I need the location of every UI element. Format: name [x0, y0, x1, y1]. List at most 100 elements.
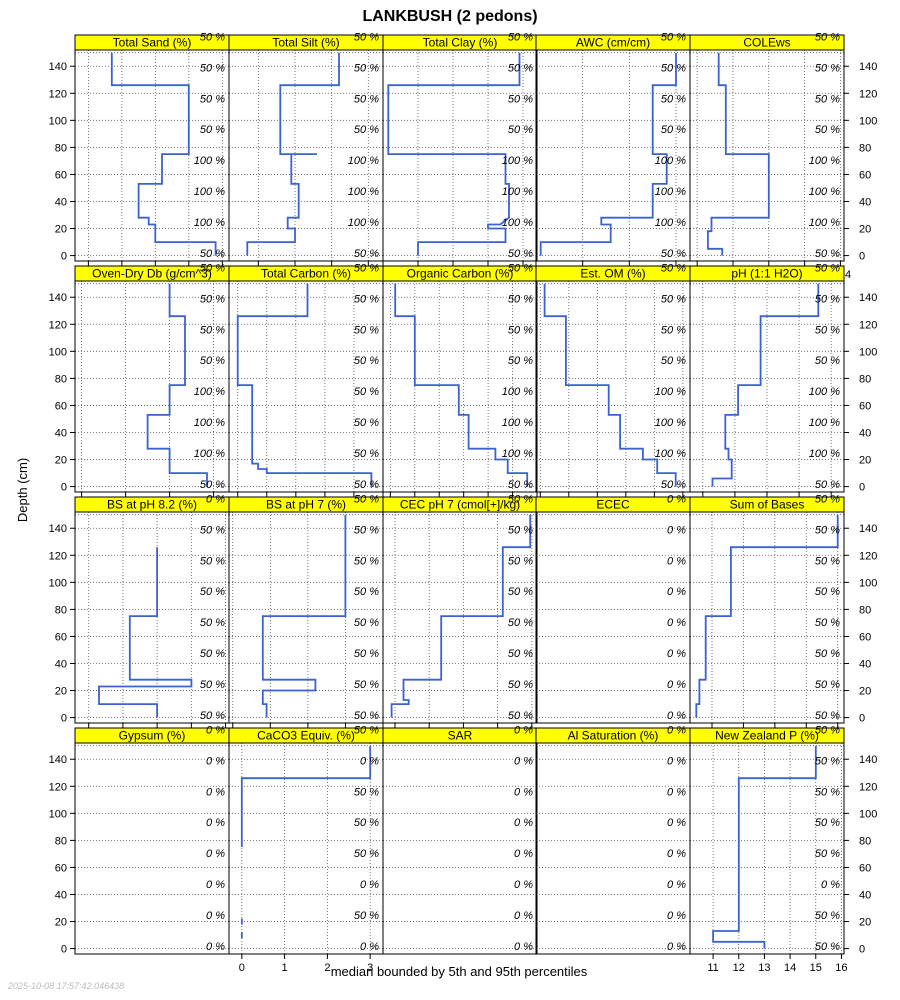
percent-annotation: 0 % — [206, 786, 225, 798]
panel-title: pH (1:1 H2O) — [731, 267, 802, 281]
y-tick-label: 60 — [859, 169, 871, 181]
y-tick-label: 0 — [61, 713, 67, 725]
panel-19: New Zealand P (%)50 %50 %0 %50 %50 %50 %… — [689, 724, 877, 974]
median-line — [390, 514, 532, 718]
percent-annotation: 0 % — [667, 524, 686, 536]
percent-annotation: 100 % — [502, 417, 533, 429]
percent-annotation: 0 % — [514, 817, 533, 829]
percent-annotation: 50 % — [815, 248, 840, 260]
percent-annotation: 50 % — [661, 124, 686, 136]
panel-8: Est. OM (%) 50 % 100 % 100 % 100 % 50 % 50 % 50… — [535, 262, 691, 512]
percent-annotation: 50 % — [200, 293, 225, 305]
y-tick-label: 140 — [859, 523, 877, 535]
y-tick-label: 40 — [55, 658, 67, 670]
percent-annotation: 50 % — [661, 62, 686, 74]
y-tick-label: 40 — [55, 889, 67, 901]
percent-annotation: 50 % — [354, 417, 379, 429]
percent-annotation: 0 % — [667, 879, 686, 891]
y-tick-label: 120 — [49, 319, 67, 331]
percent-annotation: 0 % — [206, 879, 225, 891]
median-line — [246, 52, 340, 256]
percent-annotation: 100 % — [348, 217, 379, 229]
percent-annotation: 50 % — [354, 62, 379, 74]
panel-title: CaCO3 Equiv. (%) — [257, 729, 355, 743]
percent-annotation: 0 % — [206, 493, 225, 505]
y-tick-label: 120 — [859, 781, 877, 793]
panel-title: BS at pH 8.2 (%) — [107, 498, 197, 512]
percent-annotation: 50 % — [508, 524, 533, 536]
y-tick-label: 60 — [55, 400, 67, 412]
percent-annotation: 50 % — [200, 93, 225, 105]
percent-annotation: 50 % — [354, 293, 379, 305]
percent-annotation: 50 % — [354, 31, 379, 43]
median-line — [236, 283, 373, 487]
panel-10: BS at pH 8.2 (%)50 %50 %50 %50 %50 %50 %… — [49, 493, 232, 743]
y-tick-label: 40 — [859, 427, 871, 439]
x-tick-label: 11 — [707, 962, 718, 974]
y-tick-label: 0 — [61, 251, 67, 263]
y-tick-label: 140 — [859, 754, 877, 766]
median-line — [712, 745, 817, 949]
x-tick-label: 3 — [367, 962, 373, 974]
percent-annotation: 0 % — [821, 879, 840, 891]
median-line — [240, 745, 372, 848]
percent-annotation: 50 % — [354, 786, 379, 798]
percent-annotation: 50 % — [661, 293, 686, 305]
percent-annotation: 100 % — [655, 448, 686, 460]
y-tick-label: 140 — [49, 523, 67, 535]
percent-annotation: 50 % — [200, 262, 225, 274]
percent-annotation: 50 % — [815, 124, 840, 136]
x-tick-label: 1 — [282, 962, 288, 974]
percent-annotation: 50 % — [354, 493, 379, 505]
percent-annotation: 50 % — [661, 248, 686, 260]
percent-annotation: 100 % — [809, 386, 840, 398]
percent-annotation: 50 % — [815, 355, 840, 367]
y-tick-label: 80 — [55, 373, 67, 385]
percent-annotation: 50 % — [508, 248, 533, 260]
y-tick-label: 120 — [49, 550, 67, 562]
panel-frame — [382, 280, 538, 493]
y-tick-label: 100 — [49, 115, 67, 127]
percent-annotation: 50 % — [354, 262, 379, 274]
figure-title: LANKBUSH (2 pedons) — [362, 8, 537, 25]
panel-16: CaCO3 Equiv. (%) 0 % 50 % 0 % 50 % 50 % 50 % 0 … — [228, 724, 384, 974]
percent-annotation: 50 % — [508, 479, 533, 491]
percent-annotation: 0 % — [514, 879, 533, 891]
x-tick-label: 13 — [758, 962, 770, 974]
percent-annotation: 0 % — [514, 941, 533, 953]
y-tick-label: 100 — [49, 577, 67, 589]
panel-0: Total Sand (%) 50 % 100 % 100 % 100 % 50 % 50 … — [49, 31, 230, 281]
y-tick-label: 80 — [859, 835, 871, 847]
percent-annotation: 50 % — [815, 31, 840, 43]
percent-annotation: 50 % — [354, 555, 379, 567]
percent-annotation: 0 % — [667, 679, 686, 691]
y-tick-label: 140 — [49, 754, 67, 766]
panel-5: Oven-Dry Db (g/cm^3)50 %100 %100 %100 %5… — [49, 262, 230, 512]
median-line — [707, 52, 770, 256]
percent-annotation: 100 % — [194, 217, 225, 229]
percent-annotation: 0 % — [514, 755, 533, 767]
percent-annotation: 50 % — [508, 493, 533, 505]
percent-annotation: 0 % — [360, 941, 379, 953]
panel-title: Total Silt (%) — [272, 36, 339, 50]
percent-annotation: 0 % — [667, 493, 686, 505]
percent-annotation: 50 % — [508, 93, 533, 105]
y-tick-label: 80 — [859, 142, 871, 154]
median-line — [261, 514, 347, 718]
panel-title: BS at pH 7 (%) — [266, 498, 346, 512]
panel-title: Sum of Bases — [730, 498, 805, 512]
percent-annotation: 50 % — [200, 710, 225, 722]
panel-title: Est. OM (%) — [580, 267, 645, 281]
panel-title: Total Sand (%) — [113, 36, 192, 50]
percent-annotation: 100 % — [194, 186, 225, 198]
percent-annotation: 50 % — [815, 755, 840, 767]
percent-annotation: 50 % — [661, 355, 686, 367]
percent-annotation: 50 % — [815, 479, 840, 491]
y-tick-label: 120 — [49, 88, 67, 100]
y-tick-label: 0 — [859, 713, 865, 725]
y-tick-label: 100 — [49, 346, 67, 358]
panel-6: Total Carbon (%)50 %50 %50 %50 %50 %50 %… — [228, 262, 391, 512]
median-line — [394, 283, 529, 487]
panel-3: AWC (cm/cm) 50 % 100 % 100 % 100 % 50 % 50 % 50… — [525, 31, 691, 281]
panel-15: Gypsum (%) 0 % 0 % 0 % 0 % 0 % 0 % 0 % 0 % 0 20 40 6… — [49, 724, 230, 956]
